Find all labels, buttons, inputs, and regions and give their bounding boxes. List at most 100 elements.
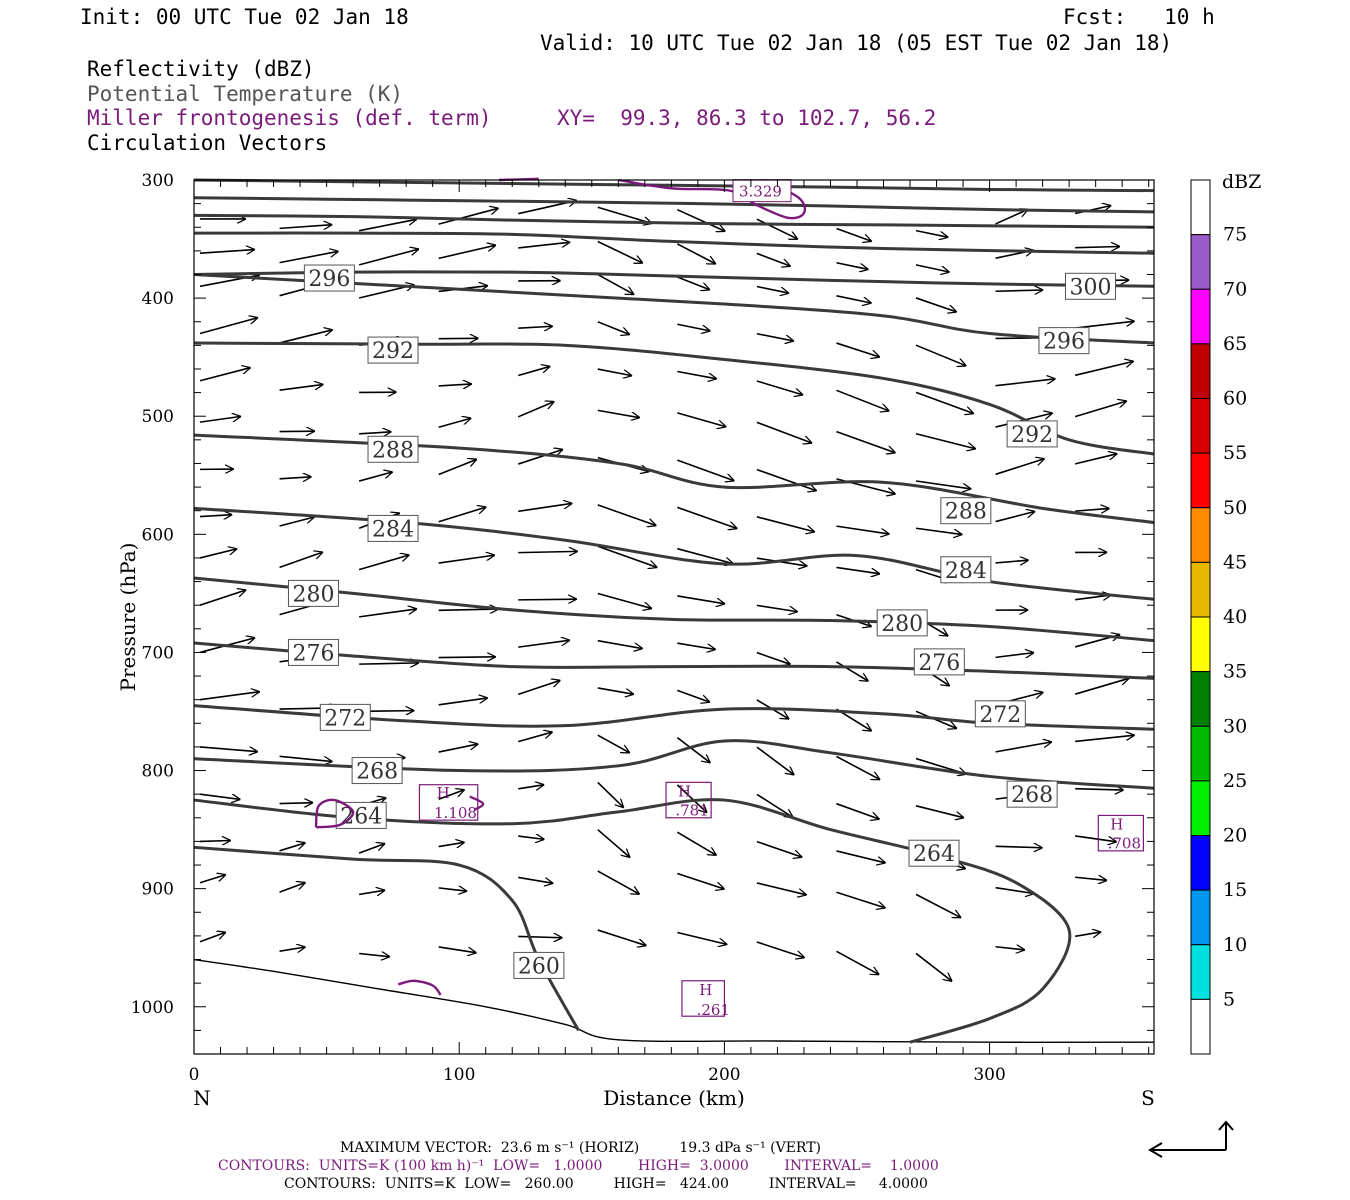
- vector-arrow: [518, 640, 570, 648]
- vector-arrow: [756, 421, 812, 443]
- vector-arrow: [597, 206, 652, 223]
- vector-arrow: [279, 517, 315, 527]
- vector-arrow: [756, 285, 789, 293]
- vector-arrow: [517, 449, 563, 465]
- vector-arrow: [836, 227, 871, 241]
- theta-contour: [193, 845, 580, 1032]
- vector-arrow: [597, 781, 624, 807]
- vector-arrow: [438, 790, 465, 801]
- frontogenesis-label: H: [699, 981, 712, 999]
- reference-vector-icon: [1148, 1120, 1234, 1158]
- vector-arrow: [677, 547, 733, 564]
- frontogenesis-contour: [618, 178, 806, 220]
- colorbar-label: 20: [1223, 825, 1247, 847]
- vector-arrow: [915, 480, 971, 489]
- vector-arrow: [915, 229, 948, 238]
- vector-arrow: [199, 318, 258, 335]
- vector-arrow: [836, 802, 879, 820]
- colorbar-label: 10: [1223, 934, 1247, 956]
- vector-arrow: [438, 418, 472, 429]
- frontogenesis-max-box: [1097, 814, 1144, 852]
- vector-arrow: [836, 566, 880, 573]
- vector-arrow: [677, 642, 715, 649]
- vector-arrow: [995, 209, 1029, 225]
- theta-contour: [193, 272, 1155, 345]
- theta-label: 264: [340, 804, 382, 829]
- vector-arrow: [836, 430, 895, 453]
- vector-arrow: [597, 273, 634, 296]
- colorbar-swatch: [1190, 234, 1211, 290]
- colorbar-label: 35: [1223, 661, 1247, 683]
- vector-arrow: [358, 555, 409, 571]
- vector-arrow: [676, 831, 716, 855]
- field-potential-temperature: Potential Temperature (K): [87, 82, 404, 106]
- vector-arrow: [756, 746, 794, 775]
- potential-temperature-contours: 300 296 296 292 292 288 288 284 284 280 280 276 276 2…: [193, 178, 1155, 1044]
- vector-arrow: [915, 432, 976, 449]
- plot-frame: [193, 179, 1155, 1055]
- colorbar-swatch: [1190, 835, 1211, 891]
- theta-label-box: [319, 703, 371, 731]
- vector-arrow: [677, 370, 716, 379]
- frontogenesis-label: H: [678, 783, 691, 801]
- theta-contour-info: CONTOURS: UNITS=K LOW= 260.00 HIGH= 424.…: [284, 1176, 928, 1192]
- theta-label: 296: [308, 267, 350, 292]
- colorbar-swatch: [1190, 398, 1211, 454]
- field-frontogenesis: Miller frontogenesis (def. term): [87, 106, 492, 130]
- vector-arrow: [995, 290, 1044, 291]
- vector-arrow: [279, 477, 312, 479]
- x-tick-label: 100: [443, 1065, 475, 1085]
- vector-arrow: [676, 737, 710, 763]
- frontogenesis-label: H: [1110, 816, 1123, 834]
- x-tick-label: 0: [189, 1065, 200, 1085]
- theta-label-box: [1064, 272, 1116, 300]
- vector-arrow: [199, 793, 240, 799]
- colorbar-swatch: [1190, 889, 1211, 946]
- frontogenesis-max-box: [681, 980, 725, 1017]
- vector-arrow: [359, 953, 390, 956]
- reflectivity-colorbar: dBZ 75 70 65 60 55 50 45 40 35 30 25 20 15 10 5: [1190, 171, 1261, 1055]
- vector-arrow: [199, 692, 260, 701]
- forecast-hour: Fcst: 10 h: [1063, 5, 1215, 29]
- vector-arrow: [1074, 454, 1117, 465]
- frontogenesis-contour: [314, 798, 355, 829]
- vector-arrow: [756, 252, 791, 266]
- vector-arrow: [836, 525, 889, 534]
- frontogenesis-label: 1.108: [434, 804, 477, 822]
- theta-label: 272: [324, 706, 366, 731]
- colorbar-label: 45: [1223, 551, 1247, 573]
- vector-arrow: [359, 609, 417, 618]
- theta-label-box: [367, 514, 419, 542]
- vector-arrow: [438, 245, 496, 260]
- colorbar-swatch: [1190, 725, 1211, 782]
- theta-label: 284: [372, 517, 414, 542]
- vector-arrow: [1075, 789, 1124, 790]
- vector-arrow: [279, 947, 306, 951]
- vector-arrow: [1075, 321, 1135, 329]
- vector-arrow: [597, 870, 640, 895]
- theta-contour: [193, 798, 1072, 1044]
- vector-arrow: [438, 698, 488, 706]
- vector-arrow: [836, 342, 879, 357]
- frontogenesis-max-box: [418, 784, 479, 821]
- vector-arrow: [995, 653, 1034, 658]
- vector-arrow: [518, 551, 578, 552]
- colorbar-label: 40: [1223, 606, 1247, 628]
- vector-arrow: [915, 527, 962, 534]
- vector-arrow: [279, 384, 324, 391]
- vector-arrow: [677, 689, 710, 702]
- theta-label-box: [335, 801, 387, 829]
- theta-contour: [193, 196, 1155, 214]
- vector-arrow: [517, 680, 560, 696]
- vector-arrow: [597, 829, 630, 858]
- theta-contour: [193, 739, 1155, 790]
- vector-arrow: [199, 840, 231, 841]
- theta-label: 288: [945, 500, 987, 525]
- vector-arrow: [1075, 735, 1135, 743]
- axes: 0 100 200 300 300 400 500 600 700 800 900 1000 Dista…: [116, 171, 1155, 1110]
- theta-contour: [193, 231, 1155, 255]
- vector-arrow: [756, 840, 802, 858]
- vector-arrow: [518, 326, 553, 328]
- colorbar-swatch: [1190, 288, 1211, 345]
- vector-arrow: [438, 555, 495, 564]
